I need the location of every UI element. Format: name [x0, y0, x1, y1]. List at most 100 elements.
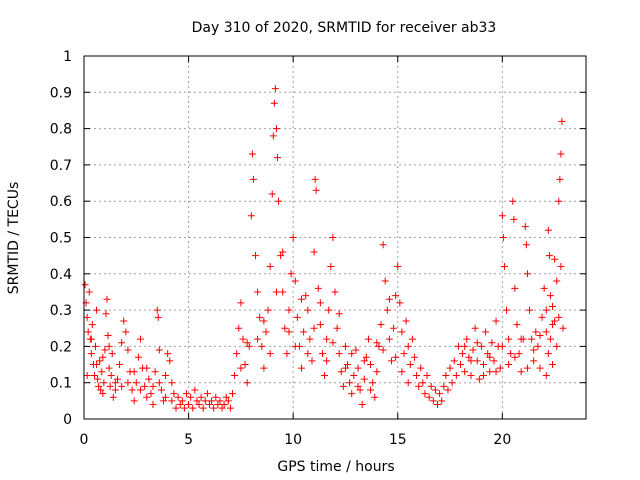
- data-point: [544, 226, 552, 234]
- data-point: [155, 346, 163, 354]
- data-point: [477, 342, 485, 350]
- x-axis-title: GPS time / hours: [277, 459, 394, 475]
- data-point: [311, 175, 319, 183]
- data-point: [325, 306, 333, 314]
- data-point: [170, 390, 178, 398]
- data-point: [511, 284, 519, 292]
- data-point: [304, 350, 312, 358]
- data-point: [111, 379, 119, 387]
- data-point: [291, 277, 299, 285]
- data-point: [553, 342, 561, 350]
- data-point: [465, 353, 473, 361]
- y-tick-label: 0: [63, 412, 72, 428]
- data-point: [247, 212, 255, 220]
- data-point: [237, 299, 245, 307]
- data-point: [134, 353, 142, 361]
- axis-ticks: [83, 55, 586, 420]
- data-point: [398, 328, 406, 336]
- data-point: [149, 382, 157, 390]
- data-point: [545, 252, 553, 260]
- data-point: [523, 270, 531, 278]
- data-point: [419, 379, 427, 387]
- data-point: [122, 328, 130, 336]
- data-point: [132, 379, 140, 387]
- data-point: [546, 335, 554, 343]
- data-point: [348, 350, 356, 358]
- data-point: [323, 357, 331, 365]
- data-point: [210, 404, 218, 412]
- y-tick-label: 0.7: [50, 158, 72, 174]
- data-point: [383, 306, 391, 314]
- data-point: [272, 288, 280, 296]
- data-point: [275, 197, 283, 205]
- data-point: [243, 339, 251, 347]
- data-point: [341, 342, 349, 350]
- data-point: [164, 350, 172, 358]
- data-point: [176, 400, 184, 408]
- data-point: [339, 382, 347, 390]
- data-point: [356, 386, 364, 394]
- data-point: [371, 393, 379, 401]
- data-point: [124, 346, 132, 354]
- data-point: [404, 379, 412, 387]
- data-point: [394, 263, 402, 271]
- data-point: [143, 393, 151, 401]
- data-point: [467, 371, 475, 379]
- data-point: [168, 379, 176, 387]
- data-point: [287, 270, 295, 278]
- data-point: [517, 335, 525, 343]
- data-point: [118, 339, 126, 347]
- data-point: [392, 353, 400, 361]
- data-point: [166, 357, 174, 365]
- data-point: [248, 150, 256, 158]
- data-point: [88, 321, 96, 329]
- data-point: [473, 339, 481, 347]
- data-point: [415, 382, 423, 390]
- data-point: [480, 371, 488, 379]
- data-point: [185, 400, 193, 408]
- y-tick-label: 0.8: [50, 122, 72, 138]
- data-point: [111, 386, 119, 394]
- data-point: [85, 288, 93, 296]
- data-point: [180, 404, 188, 412]
- data-point: [107, 371, 115, 379]
- data-point: [229, 390, 237, 398]
- data-point: [362, 353, 370, 361]
- data-point: [310, 324, 318, 332]
- data-point: [105, 342, 113, 350]
- data-point: [358, 400, 366, 408]
- data-point: [377, 321, 385, 329]
- data-point: [354, 364, 362, 372]
- data-point: [291, 342, 299, 350]
- data-point: [558, 117, 566, 125]
- data-point: [446, 364, 454, 372]
- data-point: [128, 386, 136, 394]
- data-point: [118, 382, 126, 390]
- data-point: [459, 350, 467, 358]
- y-tick-label: 0.2: [50, 339, 72, 355]
- data-point: [488, 339, 496, 347]
- data-point: [559, 324, 567, 332]
- data-point: [433, 400, 441, 408]
- data-point: [272, 125, 280, 133]
- data-point: [130, 368, 138, 376]
- y-tick-label: 0.3: [50, 303, 72, 319]
- data-point: [243, 379, 251, 387]
- data-point: [249, 175, 257, 183]
- data-point: [191, 386, 199, 394]
- data-point: [438, 397, 446, 405]
- data-point: [195, 400, 203, 408]
- data-point: [490, 357, 498, 365]
- data-point: [218, 404, 226, 412]
- data-point: [235, 324, 243, 332]
- data-point: [557, 150, 565, 158]
- data-point: [298, 295, 306, 303]
- data-point: [151, 368, 159, 376]
- data-point: [467, 357, 475, 365]
- data-point: [277, 252, 285, 260]
- data-point: [285, 306, 293, 314]
- data-point: [461, 342, 469, 350]
- data-point: [473, 357, 481, 365]
